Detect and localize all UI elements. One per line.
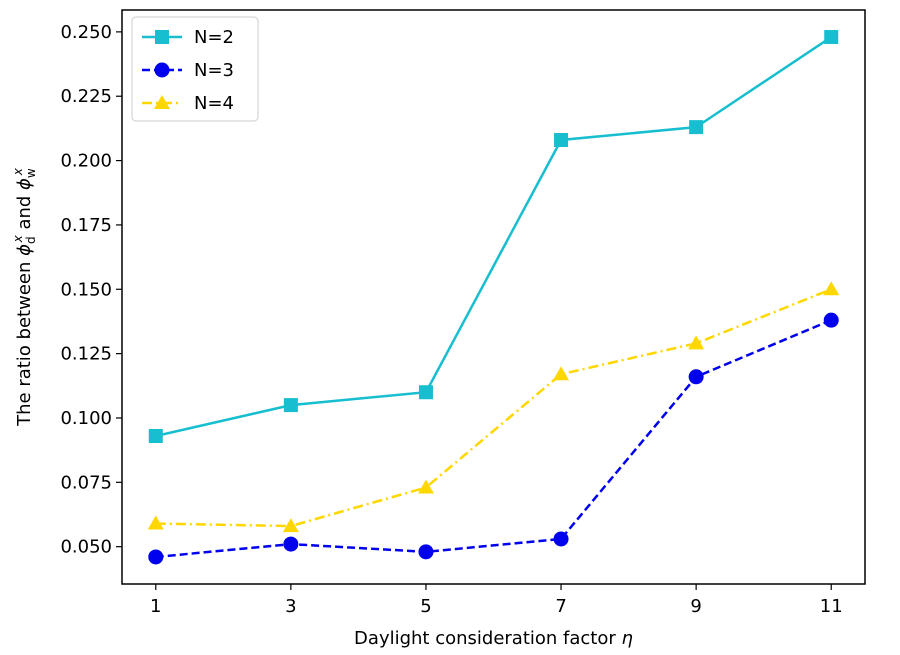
- x-tick-label: 9: [690, 596, 701, 617]
- y-tick-label: 0.200: [60, 151, 112, 172]
- data-point-n4: [147, 515, 164, 530]
- y-tick-label: 0.075: [60, 472, 112, 493]
- series-line-n2: [155, 35, 832, 438]
- legend-marker-n2: [155, 30, 169, 44]
- legend-label-n4: N=4: [194, 93, 234, 114]
- data-point-n4: [688, 335, 705, 350]
- x-axis: 1 3 5 7 9 11: [150, 584, 843, 617]
- plot-marks: [147, 30, 840, 565]
- x-tick-label: 11: [820, 596, 843, 617]
- y-tick-label: 0.050: [60, 537, 112, 558]
- data-point-n4: [823, 281, 840, 296]
- legend-marker-n3: [154, 62, 170, 78]
- data-point-n2: [148, 428, 163, 443]
- data-point-n2: [689, 120, 704, 135]
- data-point-n2: [418, 385, 433, 400]
- data-point-n2: [554, 132, 569, 147]
- data-point-n3: [823, 312, 839, 328]
- y-tick-label: 0.150: [60, 279, 112, 300]
- x-tick-label: 3: [285, 596, 296, 617]
- series-line-n4: [155, 288, 832, 528]
- legend: N=2 N=3 N=4: [131, 16, 259, 122]
- y-axis: 0.050 0.075 0.100 0.125 0.150 0.175 0.200 0.225…: [60, 22, 122, 558]
- y-tick-label: 0.225: [60, 86, 112, 107]
- y-tick-label: 0.250: [60, 22, 112, 43]
- legend-label-n3: N=3: [194, 60, 234, 81]
- series-line-n3: [155, 319, 832, 559]
- data-point-n4: [417, 479, 434, 494]
- x-tick-label: 7: [555, 596, 566, 617]
- x-tick-label: 1: [150, 596, 161, 617]
- x-axis-label: Daylight consideration factor η: [354, 628, 633, 649]
- y-axis-label: The ratio between ϕdx and ϕwx: [11, 167, 38, 427]
- data-point-n3: [553, 531, 569, 547]
- data-point-n2: [824, 30, 839, 45]
- y-tick-label: 0.175: [60, 215, 112, 236]
- legend-label-n2: N=2: [194, 27, 234, 48]
- data-point-n3: [283, 536, 299, 552]
- y-tick-label: 0.100: [60, 408, 112, 429]
- data-point-n4: [282, 518, 299, 533]
- data-point-n3: [688, 369, 704, 385]
- legend-marker-n4: [154, 95, 170, 109]
- data-point-n2: [283, 398, 298, 413]
- plot-frame: [121, 9, 866, 585]
- data-point-n3: [148, 549, 164, 565]
- data-point-n3: [418, 544, 434, 560]
- x-tick-label: 5: [420, 596, 431, 617]
- y-tick-label: 0.125: [60, 344, 112, 365]
- data-point-n4: [553, 366, 570, 381]
